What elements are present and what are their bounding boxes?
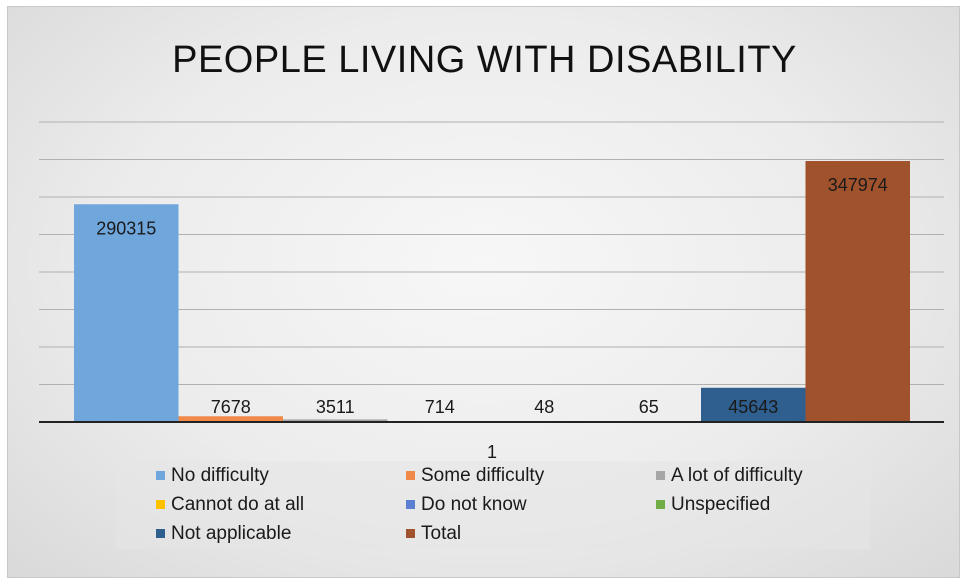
legend-label: Some difficulty bbox=[421, 464, 545, 486]
legend: No difficulty Some difficulty A lot of dif… bbox=[116, 461, 870, 549]
chart-title: PEOPLE LIVING WITH DISABILITY bbox=[172, 39, 797, 81]
legend-swatch bbox=[406, 529, 415, 538]
bar bbox=[283, 419, 388, 422]
data-label: 7678 bbox=[211, 397, 251, 417]
legend-label: Total bbox=[421, 522, 462, 544]
data-label: 65 bbox=[639, 397, 659, 417]
data-label: 45643 bbox=[728, 397, 778, 417]
legend-item: No difficulty bbox=[116, 461, 366, 490]
data-label: 347974 bbox=[828, 175, 888, 195]
data-label: 3511 bbox=[316, 397, 355, 417]
chart-card: PEOPLE LIVING WITH DISABILITY 290315 7678… bbox=[7, 6, 960, 578]
data-label: 714 bbox=[425, 397, 455, 417]
legend-label: Unspecified bbox=[671, 493, 771, 515]
legend-swatch bbox=[406, 471, 415, 480]
plot-area: 290315 7678 3511 714 48 65 45643 347974 1 bbox=[39, 121, 944, 462]
legend-swatch bbox=[406, 500, 415, 509]
legend-label: Cannot do at all bbox=[171, 493, 305, 515]
legend-item: Cannot do at all bbox=[116, 490, 366, 519]
legend-item: Some difficulty bbox=[366, 461, 616, 490]
legend-item: Total bbox=[366, 519, 616, 548]
legend-swatch bbox=[156, 471, 165, 480]
legend-label: No difficulty bbox=[171, 464, 269, 486]
legend-swatch bbox=[156, 529, 165, 538]
data-label: 290315 bbox=[96, 218, 156, 238]
legend-label: Do not know bbox=[421, 493, 527, 515]
legend-swatch bbox=[156, 500, 165, 509]
bar bbox=[178, 416, 283, 422]
bar bbox=[805, 161, 910, 422]
legend-swatch bbox=[656, 500, 665, 509]
legend-item: Not applicable bbox=[116, 519, 366, 548]
legend-item: Do not know bbox=[366, 490, 616, 519]
x-tick-label: 1 bbox=[487, 442, 497, 462]
legend-label: A lot of difficulty bbox=[671, 464, 803, 486]
legend-item: Unspecified bbox=[616, 490, 866, 519]
bar bbox=[701, 387, 806, 422]
legend-swatch bbox=[656, 471, 665, 480]
data-label: 48 bbox=[534, 397, 554, 417]
legend-item: A lot of difficulty bbox=[616, 461, 866, 490]
legend-label: Not applicable bbox=[171, 522, 292, 544]
bar bbox=[74, 204, 179, 422]
